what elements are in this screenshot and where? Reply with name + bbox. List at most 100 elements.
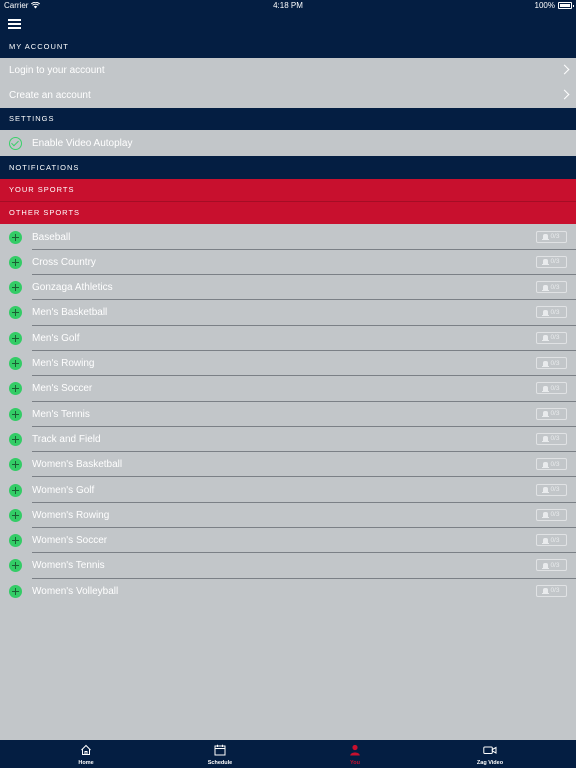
badge-count: 0/3 — [550, 233, 560, 240]
sport-label: Women's Volleyball — [32, 585, 119, 597]
sport-row[interactable]: Men's Rowing 0/3 — [0, 351, 576, 377]
battery-percent: 100% — [534, 1, 555, 10]
your-sports-header: YOUR SPORTS — [0, 179, 576, 201]
badge-count: 0/3 — [550, 410, 560, 418]
divider — [32, 324, 576, 326]
divider — [32, 349, 576, 351]
tab-zag-video-label: Zag Video — [476, 760, 504, 766]
add-plus-icon[interactable] — [9, 306, 22, 320]
divider — [32, 375, 576, 377]
sport-row[interactable]: Women's Rowing 0/3 — [0, 503, 576, 529]
notification-count-badge: 0/3 — [536, 508, 567, 521]
settings-header: SETTINGS — [0, 108, 576, 130]
badge-count: 0/3 — [550, 486, 560, 493]
divider — [32, 248, 576, 250]
sport-row[interactable]: Women's Golf 0/3 — [0, 478, 576, 503]
sport-row[interactable]: Cross Country 0/3 — [0, 250, 576, 276]
badge-count: 0/3 — [550, 561, 560, 569]
checkmark-icon[interactable] — [9, 137, 22, 150]
add-plus-icon[interactable] — [9, 281, 22, 295]
add-plus-icon[interactable] — [9, 458, 22, 472]
bell-icon — [542, 512, 550, 519]
login-label: Login to your account — [9, 65, 105, 76]
bell-icon — [542, 234, 550, 240]
add-plus-icon[interactable] — [9, 382, 22, 396]
video-autoplay-row[interactable]: Enable Video Autoplay — [0, 131, 576, 156]
create-account-label: Create an account — [9, 90, 91, 101]
sport-row[interactable]: Gonzaga Athletics 0/3 — [0, 275, 576, 301]
my-account-header: MY ACCOUNT — [0, 36, 576, 58]
create-account-row[interactable]: Create an account — [0, 83, 576, 108]
add-plus-icon[interactable] — [9, 483, 22, 497]
bell-icon — [542, 284, 550, 291]
hamburger-menu-icon[interactable] — [8, 19, 21, 29]
sport-row[interactable]: Men's Soccer 0/3 — [0, 376, 576, 402]
home-icon — [81, 744, 91, 755]
tab-you[interactable]: You — [283, 740, 427, 768]
sport-row[interactable]: Men's Basketball 0/3 — [0, 300, 576, 326]
sport-row[interactable]: Men's Tennis 0/3 — [0, 402, 576, 427]
tab-zag-video[interactable]: Zag Video — [418, 740, 562, 768]
add-plus-icon[interactable] — [9, 407, 22, 421]
login-row[interactable]: Login to your account — [0, 58, 576, 83]
tab-home[interactable]: Home — [14, 740, 158, 768]
bell-icon — [542, 562, 550, 569]
notification-count-badge: 0/3 — [536, 534, 567, 547]
add-plus-icon[interactable] — [9, 255, 22, 269]
sport-row[interactable]: Women's Tennis 0/3 — [0, 553, 576, 579]
sport-label: Women's Golf — [32, 484, 95, 496]
sport-label: Women's Soccer — [32, 535, 108, 547]
sport-label: Women's Rowing — [32, 509, 110, 521]
sport-row[interactable]: Women's Soccer 0/3 — [0, 528, 576, 554]
sport-label: Men's Rowing — [32, 358, 95, 369]
divider — [32, 577, 576, 579]
bell-icon — [542, 360, 550, 367]
notification-count-badge: 0/3 — [536, 584, 567, 597]
badge-count: 0/3 — [550, 536, 560, 544]
sport-row[interactable]: Women's Basketball 0/3 — [0, 452, 576, 478]
bell-icon — [542, 385, 550, 392]
add-plus-icon[interactable] — [9, 559, 22, 573]
bell-icon — [542, 411, 550, 418]
chevron-right-icon — [559, 89, 570, 100]
sport-row[interactable]: Women's Volleyball 0/3 — [0, 579, 576, 604]
sport-label: Cross Country — [32, 256, 96, 268]
add-plus-icon[interactable] — [9, 230, 22, 244]
divider — [0, 201, 576, 202]
add-plus-icon[interactable] — [9, 432, 22, 446]
sport-label: Men's Basketball — [32, 307, 108, 319]
divider — [32, 299, 576, 301]
bell-icon — [542, 588, 550, 595]
badge-count: 0/3 — [550, 384, 560, 392]
sport-row[interactable]: Track and Field 0/3 — [0, 427, 576, 453]
notification-count-badge: 0/3 — [536, 458, 567, 471]
notification-count-badge: 0/3 — [536, 382, 567, 395]
notification-count-badge: 0/3 — [536, 407, 567, 420]
status-bar: Carrier 4:18 PM 100% — [0, 0, 576, 12]
notification-count-badge: 0/3 — [536, 357, 567, 369]
notification-count-badge: 0/3 — [536, 559, 567, 572]
add-plus-icon[interactable] — [9, 534, 22, 548]
sport-row[interactable]: Men's Golf 0/3 — [0, 326, 576, 351]
badge-count: 0/3 — [550, 308, 560, 316]
add-plus-icon[interactable] — [9, 357, 22, 370]
sport-row[interactable]: Baseball 0/3 — [0, 225, 576, 250]
notification-count-badge: 0/3 — [536, 483, 567, 496]
other-sports-header: OTHER SPORTS — [0, 202, 576, 224]
add-plus-icon[interactable] — [9, 584, 22, 598]
sport-label: Track and Field — [32, 433, 101, 445]
sport-label: Men's Soccer — [32, 383, 93, 395]
bell-icon — [542, 461, 550, 468]
bell-icon — [542, 259, 550, 266]
notifications-header: NOTIFICATIONS — [0, 156, 576, 179]
add-plus-icon[interactable] — [9, 508, 22, 522]
bell-icon — [542, 436, 550, 443]
sport-label: Women's Basketball — [32, 459, 123, 471]
tab-you-label: You — [350, 760, 360, 766]
tab-schedule[interactable]: Schedule — [148, 740, 292, 768]
badge-count: 0/3 — [550, 258, 560, 266]
badge-count: 0/3 — [550, 587, 560, 595]
sport-label: Men's Golf — [32, 332, 80, 344]
tab-home-label: Home — [78, 760, 94, 766]
add-plus-icon[interactable] — [9, 331, 22, 345]
